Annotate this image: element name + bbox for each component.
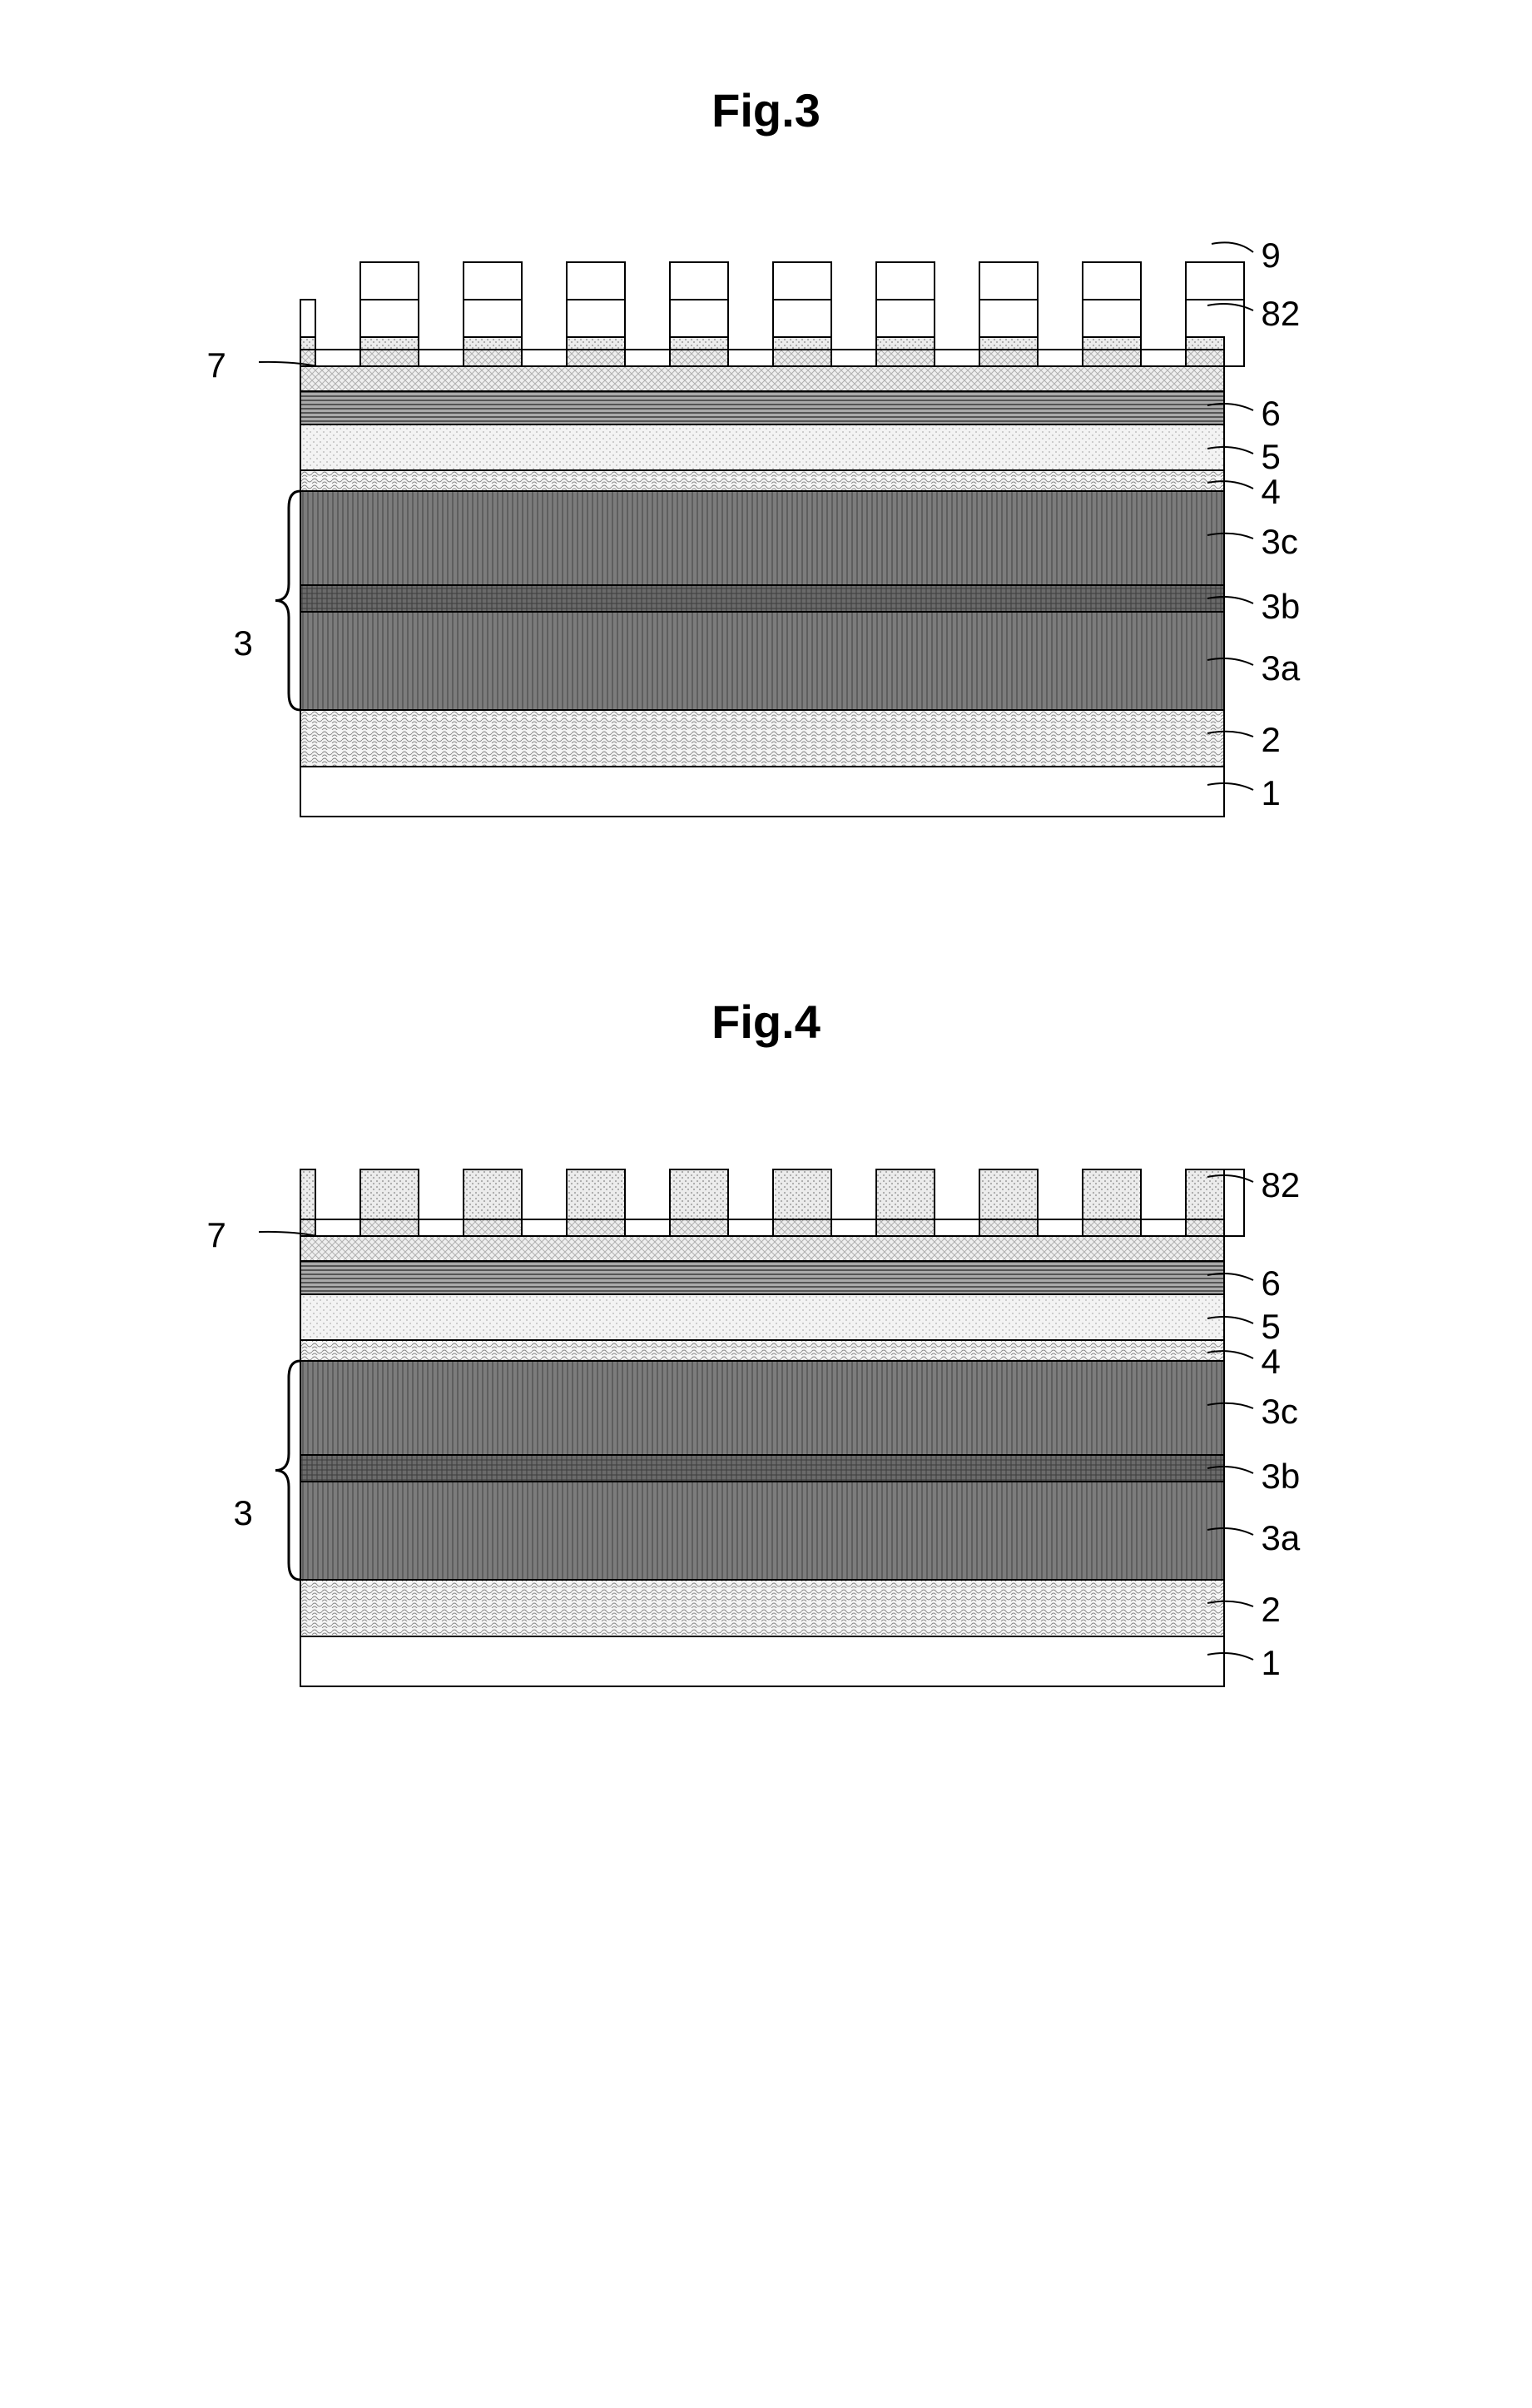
label-right-5: 5 <box>1262 437 1281 477</box>
label-right-1: 1 <box>1262 773 1281 813</box>
label-right-6: 6 <box>1262 1264 1281 1303</box>
label-right-3b: 3b <box>1262 587 1301 627</box>
label-right-2: 2 <box>1262 720 1281 760</box>
label-left-3: 3 <box>234 1493 253 1533</box>
label-right-3b: 3b <box>1262 1457 1301 1497</box>
label-right-3c: 3c <box>1262 1392 1298 1432</box>
label-right-4: 4 <box>1262 1342 1281 1382</box>
label-right-4: 4 <box>1262 472 1281 512</box>
label-right-1: 1 <box>1262 1643 1281 1683</box>
diagram-svg <box>142 1115 1391 1698</box>
label-right-3c: 3c <box>1262 522 1298 562</box>
label-right-5: 5 <box>1262 1307 1281 1347</box>
label-right-3a: 3a <box>1262 1518 1301 1558</box>
label-right-82: 82 <box>1262 1165 1301 1205</box>
label-left-7: 7 <box>207 345 226 385</box>
label-left-7: 7 <box>207 1215 226 1255</box>
label-right-6: 6 <box>1262 394 1281 434</box>
label-right-9: 9 <box>1262 236 1281 276</box>
diagram-svg <box>142 204 1391 828</box>
figure-title-0: Fig.3 <box>0 83 1532 137</box>
label-right-82: 82 <box>1262 294 1301 334</box>
figure-title-1: Fig.4 <box>0 995 1532 1049</box>
label-right-3a: 3a <box>1262 648 1301 688</box>
label-right-2: 2 <box>1262 1590 1281 1630</box>
diagram-1: 82 6 54 3c 3b 3a 2 1 7 3 <box>142 1115 1391 1698</box>
label-left-3: 3 <box>234 623 253 663</box>
diagram-0: 9 82 654 3c 3b 3a 2 1 7 3 <box>142 204 1391 828</box>
